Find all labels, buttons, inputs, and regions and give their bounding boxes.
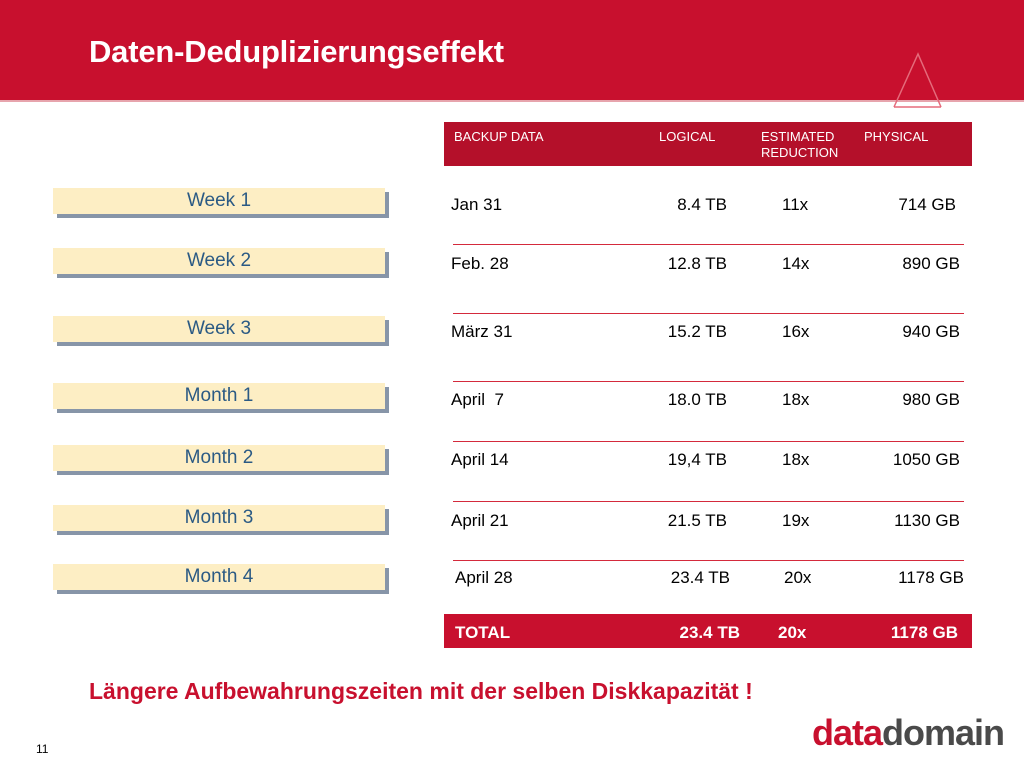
period-label: Week 3 [53, 316, 385, 342]
row-divider [453, 381, 964, 382]
slide-title: Daten-Deduplizierungseffekt [89, 34, 504, 69]
period-label: Month 1 [53, 383, 385, 409]
row-logical: 23.4 TB [670, 568, 730, 587]
header-reduction-line1: ESTIMATED [761, 129, 835, 144]
header-band [0, 0, 1024, 100]
row-logical: 18.0 TB [667, 390, 727, 409]
row-reduction: 14x [782, 254, 810, 273]
total-physical: 1178 GB [890, 623, 958, 642]
header-reduction-line2: REDUCTION [761, 145, 839, 160]
datadomain-logo: datadomain [812, 712, 1005, 754]
row-physical: 1050 GB [892, 450, 960, 469]
row-divider [453, 313, 964, 314]
row-reduction: 19x [782, 511, 810, 530]
row-date: April 14 [451, 450, 509, 469]
logo-part-data: data [812, 712, 883, 753]
row-logical: 12.8 TB [667, 254, 727, 273]
row-reduction: 20x [784, 568, 812, 587]
row-logical: 8.4 TB [677, 195, 727, 214]
row-physical: 890 GB [902, 254, 960, 273]
row-logical: 21.5 TB [667, 511, 727, 530]
row-date: April 21 [451, 511, 509, 530]
period-label: Week 1 [53, 188, 385, 214]
header-physical: PHYSICAL [864, 129, 929, 144]
row-physical: 940 GB [902, 322, 960, 341]
table-row: Feb. 28 12.8 TB 14x 890 GB [444, 254, 972, 278]
triangle-decoration-icon [893, 52, 942, 108]
row-divider [453, 560, 964, 561]
row-date: April 7 [451, 390, 504, 409]
period-label: Month 3 [53, 505, 385, 531]
period-label: Month 2 [53, 445, 385, 471]
row-date: April 28 [455, 568, 513, 587]
row-reduction: 18x [782, 450, 810, 469]
row-date: März 31 [451, 322, 513, 341]
conclusion-text: Längere Aufbewahrungszeiten mit der selb… [89, 678, 753, 704]
table-row: April 21 21.5 TB 19x 1130 GB [444, 511, 972, 535]
logo-part-domain: domain [882, 712, 1005, 753]
table-row: März 31 15.2 TB 16x 940 GB [444, 322, 972, 346]
row-divider [453, 501, 964, 502]
header-rule [0, 100, 1024, 102]
page-number: 11 [36, 742, 49, 756]
row-date: Jan 31 [451, 195, 503, 214]
table-row: April 14 19,4 TB 18x 1050 GB [444, 450, 972, 474]
row-physical: 1178 GB [898, 568, 964, 587]
row-reduction: 16x [782, 322, 810, 341]
period-label: Week 2 [53, 248, 385, 274]
period-label: Month 4 [53, 564, 385, 590]
row-physical: 714 GB [898, 195, 956, 214]
row-reduction: 11x [782, 195, 809, 214]
row-date: Feb. 28 [451, 254, 509, 273]
row-physical: 1130 GB [894, 511, 960, 530]
table-header: BACKUP DATA LOGICAL ESTIMATED REDUCTION … [444, 122, 972, 166]
table-row: April 7 18.0 TB 18x 980 GB [444, 390, 972, 414]
header-logical: LOGICAL [659, 129, 716, 144]
table-row: April 28 23.4 TB 20x 1178 GB [444, 568, 972, 592]
table-row: Jan 31 8.4 TB 11x 714 GB [444, 195, 972, 219]
row-logical: 19,4 TB [667, 450, 727, 469]
row-reduction: 18x [782, 390, 810, 409]
row-divider [453, 244, 964, 245]
header-estimated-reduction: ESTIMATED REDUCTION [761, 129, 838, 161]
total-label: TOTAL [455, 623, 511, 642]
total-reduction: 20x [778, 623, 807, 642]
row-divider [453, 441, 964, 442]
total-logical: 23.4 TB [679, 623, 740, 642]
row-physical: 980 GB [902, 390, 960, 409]
total-row: TOTAL 23.4 TB 20x 1178 GB [444, 614, 972, 648]
row-logical: 15.2 TB [667, 322, 727, 341]
header-backup-data: BACKUP DATA [454, 129, 544, 144]
